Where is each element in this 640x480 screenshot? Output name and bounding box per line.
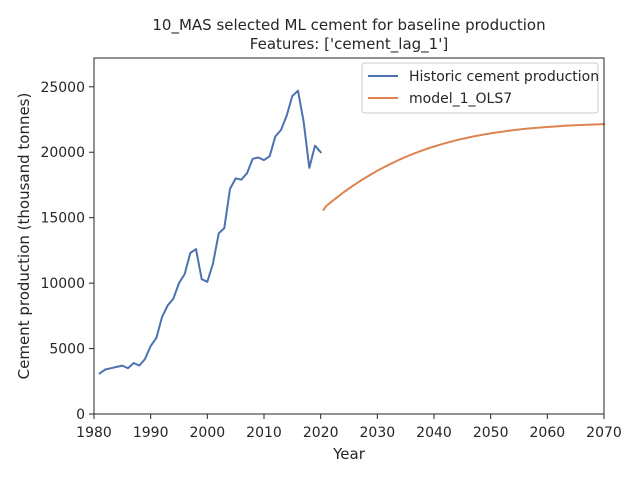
series-line-model	[322, 123, 606, 212]
series-line-historic	[98, 89, 323, 375]
y-tick-label: 20000	[40, 145, 85, 161]
x-tick-label: 2010	[246, 425, 282, 441]
y-tick-label: 15000	[40, 211, 85, 227]
legend-label-model: model_1_OLS7	[409, 91, 512, 107]
plot-frame	[93, 57, 605, 415]
x-tick-label: 2050	[473, 425, 509, 441]
y-tick-label: 10000	[40, 276, 85, 292]
y-axis-label: Cement production (thousand tonnes)	[15, 93, 33, 380]
x-tick-label: 1980	[76, 425, 112, 441]
x-axis: 1980 1990 2000 2010 2020 2030 2040 2050 2060 2070	[76, 414, 622, 441]
chart-subtitle: Features: ['cement_lag_1']	[250, 35, 448, 54]
y-axis: 0 5000 10000 15000 20000 25000	[40, 80, 94, 423]
x-axis-label: Year	[332, 445, 366, 463]
chart-title: 10_MAS selected ML cement for baseline p…	[152, 16, 545, 35]
y-tick-label: 0	[76, 407, 85, 423]
series-layer	[98, 89, 606, 375]
y-tick-label: 5000	[49, 342, 85, 358]
x-tick-label: 2020	[303, 425, 339, 441]
legend-label-historic: Historic cement production	[409, 69, 599, 85]
x-tick-label: 2000	[190, 425, 226, 441]
legend-box	[361, 62, 599, 114]
x-tick-label: 2060	[530, 425, 566, 441]
x-tick-label: 2070	[586, 425, 622, 441]
x-tick-label: 1990	[133, 425, 169, 441]
y-tick-label: 25000	[40, 80, 85, 96]
legend: Historic cement production model_1_OLS7	[361, 62, 599, 114]
x-tick-label: 2040	[416, 425, 452, 441]
x-tick-label: 2030	[360, 425, 396, 441]
